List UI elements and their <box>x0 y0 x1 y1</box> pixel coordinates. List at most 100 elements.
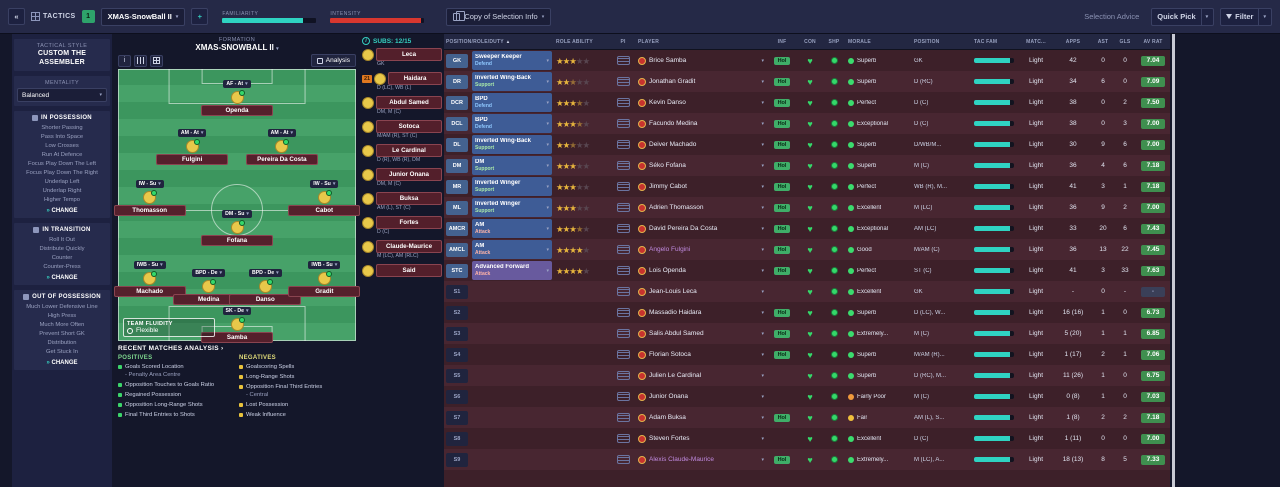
change-button[interactable]: » CHANGE <box>46 360 78 366</box>
column-header[interactable]: PLAYER <box>638 38 660 45</box>
column-header[interactable]: AV RAT <box>1143 38 1163 45</box>
player-instructions-icon[interactable] <box>616 161 630 170</box>
squad-row[interactable]: S5 Julien Le Cardinal ▾ ♥ Superb D (RC), M...… <box>444 365 1170 386</box>
quick-pick-button[interactable]: Quick Pick ▾ <box>1151 7 1215 26</box>
sub-item[interactable]: Fortes D (C) <box>362 216 442 235</box>
role-duty-chip[interactable]: IWB - Su ▾ <box>308 261 341 270</box>
column-header[interactable]: MORALE <box>848 38 871 45</box>
column-header[interactable]: MATC... <box>1026 38 1046 45</box>
info-badge[interactable]: Hol <box>773 266 791 275</box>
player-cell[interactable]: Séko Fofana ▾ <box>636 155 766 176</box>
squad-row[interactable]: S6 Junior Onana ▾ ♥ Fairly Poor M (C) Light 0 (… <box>444 386 1170 407</box>
player-instructions-icon[interactable] <box>616 224 630 233</box>
recent-matches-title[interactable]: RECENT MATCHES ANALYSIS › <box>118 345 224 352</box>
position-badge[interactable]: GK <box>446 53 468 68</box>
column-header[interactable]: PI <box>620 38 626 45</box>
player-instructions-icon[interactable] <box>616 329 630 338</box>
role-duty-chip[interactable]: DM - Su ▾ <box>222 209 252 218</box>
player-cell[interactable]: Deiver Machado ▾ <box>636 134 766 155</box>
squad-row[interactable]: GK Sweeper Keeper Defend ▾ ★ ★ ★ ★ ★ Brice Samba ▾… <box>444 50 1170 71</box>
role-duty-chip[interactable]: AM - At ▾ <box>177 128 207 137</box>
player-cell[interactable]: Massadio Haidara ▾ <box>636 302 766 323</box>
player-instructions-icon[interactable] <box>616 455 630 464</box>
player-instructions-icon[interactable] <box>616 140 630 149</box>
position-badge[interactable]: DM <box>446 158 468 173</box>
stats-icon[interactable] <box>134 54 147 67</box>
column-header[interactable]: GLS <box>1119 38 1131 45</box>
squad-row[interactable]: DR Inverted Wing-Back Support ▾ ★ ★ ★ ★ ★ Jonatha… <box>444 71 1170 92</box>
position-badge[interactable]: S2 <box>446 305 468 320</box>
sub-item[interactable]: Junior Onana DM, M (C) <box>362 168 442 187</box>
player-instructions-icon[interactable] <box>616 245 630 254</box>
add-tactic-button[interactable]: + <box>191 8 209 25</box>
player-instructions-icon[interactable] <box>616 413 630 422</box>
sub-item[interactable]: Said <box>362 264 442 277</box>
info-badge[interactable]: Hol <box>773 224 791 233</box>
pitch-player-samba[interactable]: SK - De ▾ Samba <box>201 299 273 344</box>
selection-advice-button[interactable]: Selection Advice <box>1084 12 1140 21</box>
pitch-player-danso[interactable]: BPD - De ▾ Danso <box>229 261 302 306</box>
player-token[interactable] <box>230 317 245 332</box>
info-badge[interactable]: Hol <box>773 161 791 170</box>
player-cell[interactable]: Alexis Claude-Maurice ▾ <box>636 449 766 470</box>
role-duty-select[interactable]: AM Attack ▾ <box>472 240 552 259</box>
info-badge[interactable]: Hol <box>773 245 791 254</box>
player-token[interactable] <box>202 279 217 294</box>
info-icon[interactable]: i <box>118 54 131 67</box>
player-instructions-icon[interactable] <box>616 371 630 380</box>
column-header[interactable]: POSITION <box>914 38 940 45</box>
info-badge[interactable]: Hol <box>773 329 791 338</box>
player-cell[interactable]: Kevin Danso ▾ <box>636 92 766 113</box>
role-duty-chip[interactable]: IW - Su ▾ <box>310 180 339 189</box>
column-header[interactable]: APPS <box>1065 38 1081 45</box>
position-badge[interactable]: S8 <box>446 431 468 446</box>
info-badge[interactable]: Hol <box>773 455 791 464</box>
squad-row[interactable]: S2 Massadio Haidara ▾ Hol ♥ Superb D (LC), W..… <box>444 302 1170 323</box>
pitch-player-fofana[interactable]: DM - Su ▾ Fofana <box>201 202 273 246</box>
squad-row[interactable]: ML Inverted Winger Support ▾ ★ ★ ★ ★ ★ Adrien Tho… <box>444 197 1170 218</box>
role-duty-chip[interactable]: IW - Su ▾ <box>135 180 164 189</box>
player-token[interactable] <box>143 271 158 286</box>
player-instructions-icon[interactable] <box>616 392 630 401</box>
sub-item[interactable]: 21 Haidara D (LC), WB (L) <box>362 72 442 91</box>
role-duty-select[interactable]: Advanced Forward Attack ▾ <box>472 261 552 280</box>
info-badge[interactable]: Hol <box>773 413 791 422</box>
squad-row[interactable]: S3 Salis Abdul Samed ▾ Hol ♥ Extremely... M (C… <box>444 323 1170 344</box>
position-badge[interactable]: MR <box>446 179 468 194</box>
role-duty-chip[interactable]: BPD - De ▾ <box>248 269 282 278</box>
pitch-player-pereira-da-costa[interactable]: AM - At ▾ Pereira Da Costa <box>245 121 318 165</box>
position-badge[interactable]: AMCR <box>446 221 468 236</box>
squad-row[interactable]: DL Inverted Wing-Back Support ▾ ★ ★ ★ ★ ★ Deiver … <box>444 134 1170 155</box>
column-header[interactable]: TAC FAM <box>974 38 998 45</box>
change-button[interactable]: » CHANGE <box>46 275 78 281</box>
position-badge[interactable]: S4 <box>446 347 468 362</box>
player-instructions-icon[interactable] <box>616 266 630 275</box>
position-badge[interactable]: AMCL <box>446 242 468 257</box>
pitch-player-thomasson[interactable]: IW - Su ▾ Thomasson <box>113 172 186 217</box>
player-instructions-icon[interactable] <box>616 119 630 128</box>
squad-row[interactable]: DCR BPD Defend ▾ ★ ★ ★ ★ ★ Kevin Danso ▾ Hol ♥ Perfec… <box>444 92 1170 113</box>
squad-row[interactable]: MR Inverted Winger Support ▾ ★ ★ ★ ★ ★ Jimmy Cabo… <box>444 176 1170 197</box>
change-button[interactable]: » CHANGE <box>46 208 78 214</box>
info-badge[interactable]: Hol <box>773 98 791 107</box>
player-cell[interactable]: Steven Fortes ▾ <box>636 428 766 449</box>
squad-row[interactable]: STC Advanced Forward Attack ▾ ★ ★ ★ ★ ★ Lois Open… <box>444 260 1170 281</box>
role-duty-select[interactable]: Inverted Wing-Back Support ▾ <box>472 72 552 91</box>
player-instructions-icon[interactable] <box>616 56 630 65</box>
player-token[interactable] <box>258 279 273 294</box>
formation-grid-icon[interactable] <box>150 54 163 67</box>
info-badge[interactable]: Hol <box>773 56 791 65</box>
squad-row[interactable]: S8 Steven Fortes ▾ ♥ Excellent D (C) Light 1 (1… <box>444 428 1170 449</box>
chevron-down-icon[interactable]: ▾ <box>1258 8 1266 25</box>
player-cell[interactable]: Angelo Fulgini ▾ <box>636 239 766 260</box>
position-badge[interactable]: DL <box>446 137 468 152</box>
player-cell[interactable]: Julien Le Cardinal ▾ <box>636 365 766 386</box>
player-instructions-icon[interactable] <box>616 182 630 191</box>
pitch-player-cabot[interactable]: IW - Su ▾ Cabot <box>288 172 361 217</box>
info-badge[interactable]: Hol <box>773 119 791 128</box>
position-badge[interactable]: S1 <box>446 284 468 299</box>
position-badge[interactable]: S5 <box>446 368 468 383</box>
role-duty-chip[interactable]: BPD - De ▾ <box>192 269 226 278</box>
column-header[interactable]: SHP <box>828 38 840 45</box>
info-badge[interactable]: Hol <box>773 350 791 359</box>
